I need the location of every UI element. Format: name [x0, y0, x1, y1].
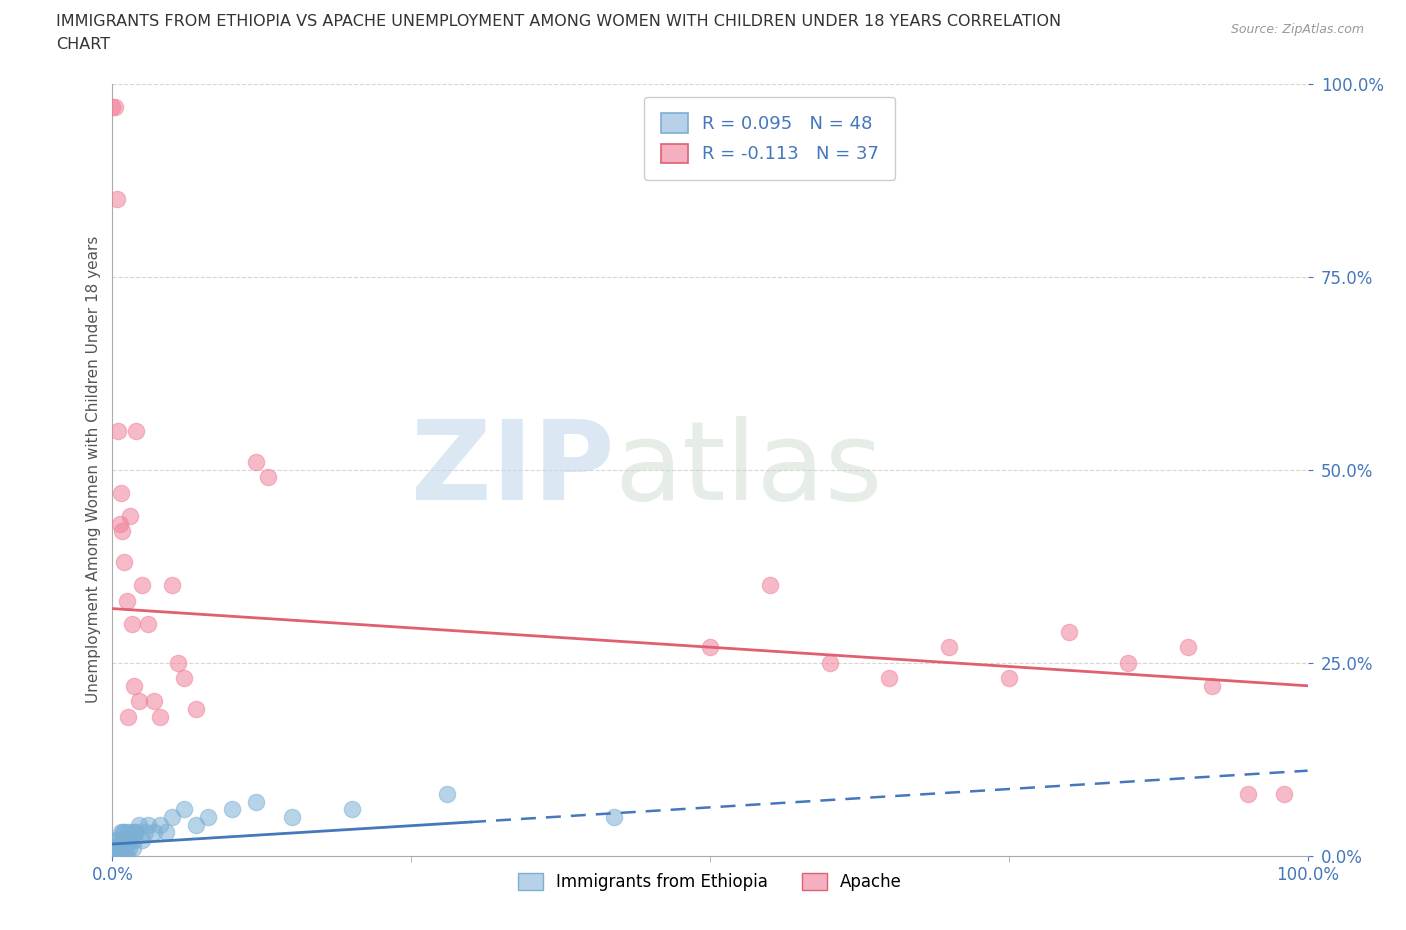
Point: [120, 832, 142, 847]
Point: [105, 848, 128, 863]
Point: [122, 678, 145, 693]
Point: [111, 524, 134, 538]
Point: [115, 832, 138, 847]
Point: [111, 841, 134, 856]
Point: [125, 424, 148, 439]
Point: [107, 841, 129, 856]
Point: [1118, 656, 1140, 671]
Point: [186, 817, 208, 832]
Point: [436, 787, 458, 802]
Point: [1272, 787, 1295, 802]
Point: [105, 848, 128, 863]
Point: [124, 825, 146, 840]
Point: [167, 656, 190, 671]
Text: CHART: CHART: [56, 37, 110, 52]
Point: [112, 825, 135, 840]
Legend: Immigrants from Ethiopia, Apache: Immigrants from Ethiopia, Apache: [512, 866, 908, 897]
Point: [149, 817, 172, 832]
Point: [281, 809, 304, 825]
Point: [197, 809, 219, 825]
Point: [186, 701, 208, 716]
Point: [104, 100, 127, 114]
Point: [121, 617, 143, 631]
Point: [998, 671, 1021, 685]
Point: [699, 640, 721, 655]
Point: [105, 841, 128, 856]
Point: [155, 825, 177, 840]
Point: [108, 841, 131, 856]
Point: [107, 832, 129, 847]
Point: [111, 832, 134, 847]
Point: [120, 509, 142, 524]
Point: [1201, 678, 1223, 693]
Point: [122, 832, 145, 847]
Text: atlas: atlas: [614, 416, 883, 524]
Point: [115, 848, 138, 863]
Point: [103, 841, 125, 856]
Point: [110, 825, 132, 840]
Point: [121, 825, 143, 840]
Point: [114, 841, 136, 856]
Point: [257, 470, 280, 485]
Point: [110, 485, 132, 500]
Point: [1237, 787, 1260, 802]
Point: [138, 817, 160, 832]
Text: ZIP: ZIP: [411, 416, 614, 524]
Point: [173, 671, 195, 685]
Point: [162, 578, 183, 593]
Point: [759, 578, 782, 593]
Point: [121, 841, 143, 856]
Point: [938, 640, 960, 655]
Point: [112, 848, 135, 863]
Point: [104, 841, 127, 856]
Point: [105, 832, 128, 847]
Point: [128, 694, 150, 709]
Point: [879, 671, 901, 685]
Point: [603, 809, 626, 825]
Point: [131, 578, 153, 593]
Point: [104, 848, 127, 863]
Point: [108, 516, 131, 531]
Point: [149, 710, 172, 724]
Point: [125, 825, 148, 840]
Point: [114, 555, 135, 570]
Point: [143, 694, 166, 709]
Point: [818, 656, 841, 671]
Point: [162, 809, 183, 825]
Point: [128, 817, 150, 832]
Point: [1177, 640, 1199, 655]
Y-axis label: Unemployment Among Women with Children Under 18 years: Unemployment Among Women with Children U…: [86, 236, 101, 703]
Point: [245, 455, 267, 470]
Point: [108, 848, 131, 863]
Point: [110, 848, 132, 863]
Point: [115, 593, 138, 608]
Point: [117, 710, 139, 724]
Point: [117, 825, 139, 840]
Point: [107, 424, 129, 439]
Text: Source: ZipAtlas.com: Source: ZipAtlas.com: [1230, 23, 1364, 36]
Text: IMMIGRANTS FROM ETHIOPIA VS APACHE UNEMPLOYMENT AMONG WOMEN WITH CHILDREN UNDER : IMMIGRANTS FROM ETHIOPIA VS APACHE UNEMP…: [56, 14, 1062, 29]
Point: [245, 794, 267, 809]
Point: [131, 832, 153, 847]
Point: [114, 825, 135, 840]
Point: [118, 841, 141, 856]
Point: [221, 802, 243, 817]
Point: [138, 617, 160, 631]
Point: [114, 832, 135, 847]
Point: [101, 100, 124, 114]
Point: [1057, 624, 1080, 639]
Point: [143, 825, 166, 840]
Point: [105, 193, 128, 207]
Point: [103, 848, 125, 863]
Point: [134, 825, 156, 840]
Point: [340, 802, 363, 817]
Point: [173, 802, 195, 817]
